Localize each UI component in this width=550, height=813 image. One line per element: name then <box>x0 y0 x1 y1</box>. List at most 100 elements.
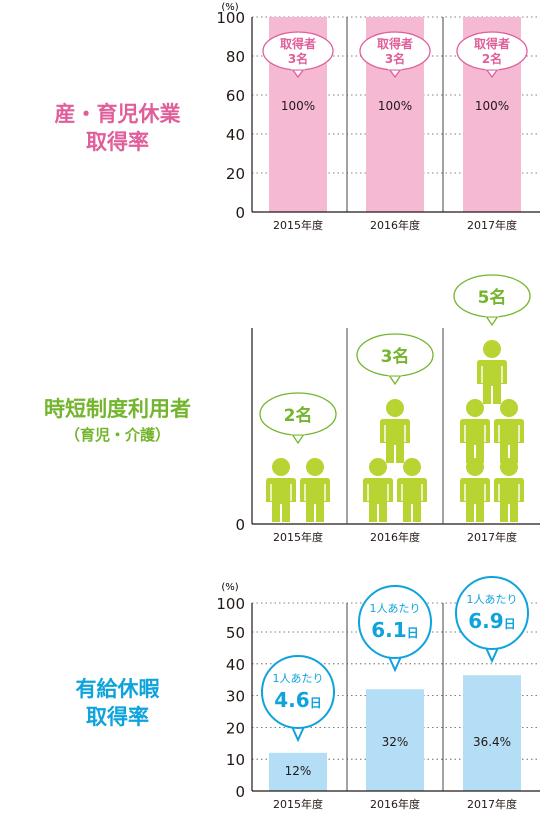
person-head <box>306 458 324 476</box>
leave-rate-label-line1: 産・育児休業 <box>54 102 181 126</box>
paid-leave-label-line2: 取得率 <box>86 704 149 729</box>
y-tick-label: 80 <box>226 48 245 66</box>
person-head <box>386 399 404 417</box>
person-head <box>369 458 387 476</box>
person-icon <box>397 458 427 522</box>
bubble-number: 4.6日 <box>274 688 321 712</box>
y-tick-label: 60 <box>226 87 245 105</box>
person-icon <box>380 399 410 463</box>
x-tick-label: 2015年度 <box>273 530 323 544</box>
paid-leave-chart: (%) 12% 32% 36.4% 0 10 20 30 40 50 100 2015年度 2016… <box>216 576 540 811</box>
bubble <box>356 333 434 377</box>
bubble <box>359 31 431 71</box>
paid-leave-label-line1: 有給休暇 <box>75 677 160 701</box>
person-body <box>460 419 490 463</box>
bubble <box>453 274 531 318</box>
short-time-sub-label: （育児・介護） <box>64 425 170 444</box>
y-tick-label: 40 <box>226 126 245 144</box>
person-body <box>363 478 393 522</box>
short-time-label: 時短制度利用者 （育児・介護） <box>10 396 225 446</box>
person-head <box>483 340 501 358</box>
value-label: 100% <box>475 99 509 113</box>
y-tick-label: 100 <box>216 595 245 613</box>
person-body <box>380 419 410 463</box>
bubble-text-line1: 1人あたり <box>370 602 421 615</box>
bubble-text: 5名 <box>478 287 507 308</box>
paid-leave-label: 有給休暇 取得率 <box>20 676 215 731</box>
y-tick-label: 40 <box>226 656 245 674</box>
person-icon <box>460 458 490 522</box>
person-body <box>300 478 330 522</box>
y-tick-label: 0 <box>235 783 245 801</box>
bubble-number-unit: 日 <box>407 626 419 640</box>
bar <box>366 689 424 791</box>
person-icon <box>363 458 393 522</box>
value-label: 12% <box>285 764 312 778</box>
person-icon <box>300 458 330 522</box>
bubble-text-line1: 1人あたり <box>273 672 324 685</box>
person-head <box>466 399 484 417</box>
x-tick-label: 2017年度 <box>467 797 517 811</box>
value-label: 100% <box>378 99 412 113</box>
leave-rate-chart: (%) 100% 100% 100% 0 20 40 60 80 100 2015年度 2016年… <box>216 2 540 232</box>
bubble <box>456 31 528 71</box>
bubble-number-value: 4.6 <box>274 688 309 712</box>
bubble-text-line1: 取得者 <box>474 36 510 51</box>
person-icon <box>494 458 524 522</box>
y-tick-label: 30 <box>226 688 245 706</box>
x-tick-label: 2016年度 <box>370 797 420 811</box>
person-head <box>500 399 518 417</box>
bubble-text-line2: 2名 <box>482 51 502 66</box>
value-label: 36.4% <box>473 735 511 749</box>
bubble-number: 6.1日 <box>371 618 418 642</box>
bubble <box>261 655 335 729</box>
bubble-text: 3名 <box>381 346 410 367</box>
bar <box>463 675 521 791</box>
x-tick-label: 2017年度 <box>467 218 517 232</box>
person-head <box>272 458 290 476</box>
person-body <box>494 419 524 463</box>
bubble-text-line2: 3名 <box>385 51 405 66</box>
value-label: 100% <box>281 99 315 113</box>
bubble-text-line1: 1人あたり <box>467 593 518 606</box>
bubble <box>262 31 334 71</box>
bubble <box>358 585 432 659</box>
y-tick-label: 100 <box>216 9 245 27</box>
y-tick-label: 0 <box>235 204 245 222</box>
short-time-chart: 0 2015年度 2016年度 2017年度 2名 3名 5名 <box>235 274 540 544</box>
leave-unit-label: (%) <box>221 2 238 13</box>
value-label: 32% <box>382 735 409 749</box>
person-icon <box>460 399 490 463</box>
x-tick-label: 2015年度 <box>273 797 323 811</box>
bubble-text: 2名 <box>284 405 313 426</box>
y-origin-label: 0 <box>235 516 245 534</box>
bubble-number: 6.9日 <box>468 609 515 633</box>
bar <box>269 752 327 791</box>
person-icon <box>477 340 507 404</box>
person-body <box>494 478 524 522</box>
bubble-number-value: 6.9 <box>468 609 503 633</box>
bubble-number-value: 6.1 <box>371 618 406 642</box>
bubble-text-line1: 取得者 <box>377 36 413 51</box>
x-tick-label: 2016年度 <box>370 218 420 232</box>
person-head <box>403 458 421 476</box>
person-body <box>397 478 427 522</box>
person-body <box>460 478 490 522</box>
person-body <box>477 360 507 404</box>
leave-rate-label: 産・育児休業 取得率 <box>20 101 215 156</box>
x-tick-label: 2016年度 <box>370 530 420 544</box>
person-icon <box>494 399 524 463</box>
paid-unit-label: (%) <box>221 582 238 593</box>
bubble-number-unit: 日 <box>310 696 322 710</box>
x-tick-label: 2017年度 <box>467 530 517 544</box>
bubble <box>259 392 337 436</box>
leave-rate-label-line2: 取得率 <box>86 129 149 154</box>
y-tick-label: 20 <box>226 165 245 183</box>
short-time-label-line1: 時短制度利用者 <box>44 397 191 421</box>
bubble-text-line2: 3名 <box>288 51 308 66</box>
bubble-number-unit: 日 <box>504 617 516 631</box>
y-tick-label: 20 <box>226 719 245 737</box>
bubble <box>455 576 529 650</box>
bubble-text-line1: 取得者 <box>280 36 316 51</box>
person-icon <box>266 458 296 522</box>
